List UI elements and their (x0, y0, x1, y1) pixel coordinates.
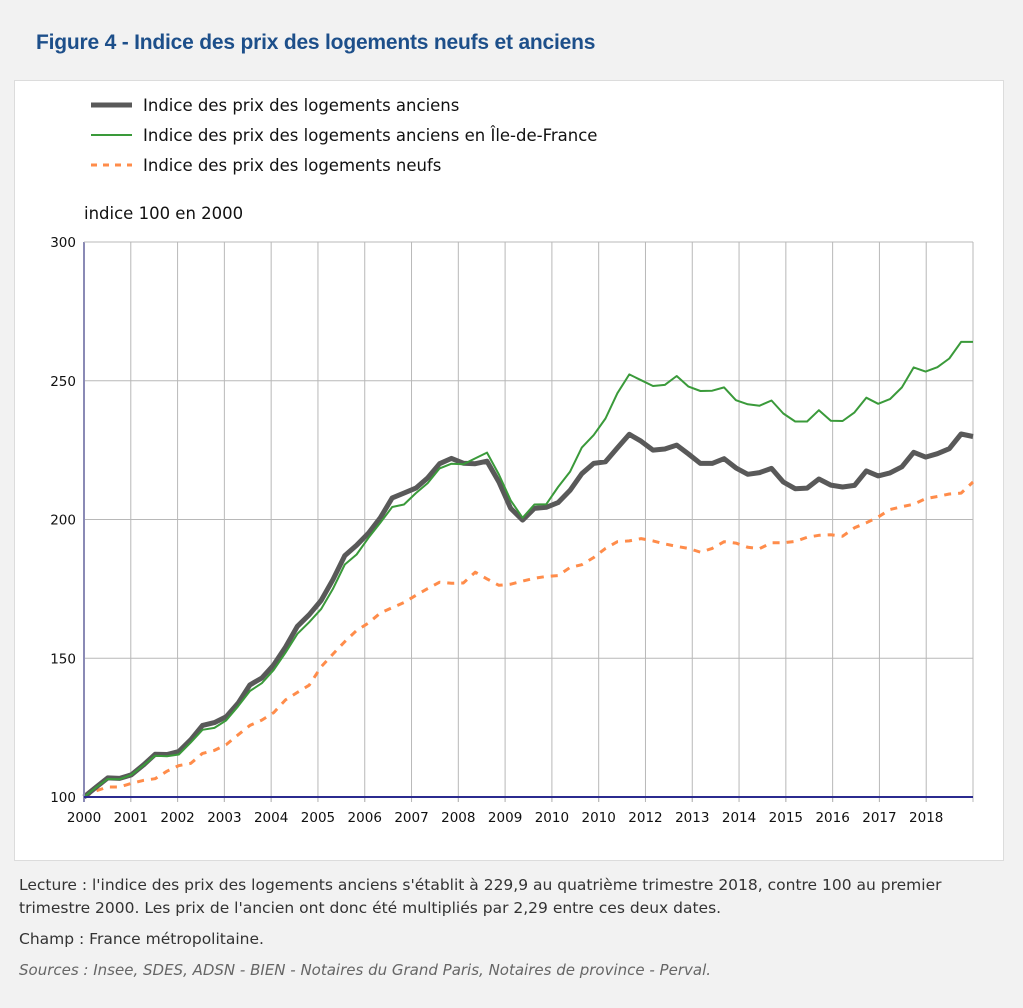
legend-item-neufs: Indice des prix des logements neufs (91, 156, 441, 175)
chart-panel (14, 80, 1004, 861)
lecture-note: Lecture : l'indice des prix des logement… (19, 876, 942, 917)
x-tick-label: 2004 (254, 810, 288, 826)
sources-note: Sources : Insee, SDES, ADSN - BIEN - Not… (19, 961, 711, 979)
x-tick-label: 2007 (394, 810, 428, 826)
x-tick-label: 2013 (675, 810, 709, 826)
y-tick-label: 250 (50, 374, 76, 390)
x-tick-label: 2010 (535, 810, 569, 826)
legend-item-anciens: Indice des prix des logements anciens (91, 96, 459, 115)
line-chart: Indice des prix des logements anciens In… (50, 96, 975, 826)
x-tick-label: 2001 (114, 810, 148, 826)
legend-label-idf: Indice des prix des logements anciens en… (143, 126, 597, 145)
y-tick-label: 200 (50, 513, 76, 529)
champ-note: Champ : France métropolitaine. (19, 930, 264, 948)
x-tick-label: 2017 (862, 810, 896, 826)
legend-label-anciens: Indice des prix des logements anciens (143, 96, 459, 115)
x-tick-label: 2015 (769, 810, 803, 826)
x-tick-label: 2000 (67, 810, 101, 826)
x-tick-label: 2016 (815, 810, 849, 826)
grid (84, 241, 974, 802)
x-tick-label: 2012 (628, 810, 662, 826)
series-lines (82, 340, 975, 799)
legend-label-neufs: Indice des prix des logements neufs (143, 156, 441, 175)
x-tick-label: 2010 (582, 810, 616, 826)
y-axis-unit-label: indice 100 en 2000 (84, 204, 243, 223)
y-tick-label: 300 (50, 235, 76, 251)
x-tick-label: 2008 (441, 810, 475, 826)
x-tick-label: 2003 (207, 810, 241, 826)
series-line-idf (83, 340, 973, 798)
axes (83, 241, 973, 802)
legend-item-idf: Indice des prix des logements anciens en… (91, 126, 597, 145)
series-line-anciens (82, 431, 974, 799)
x-tick-label: 2005 (301, 810, 335, 826)
x-tick-label: 2002 (160, 810, 194, 826)
y-tick-label: 100 (50, 790, 76, 806)
legend: Indice des prix des logements anciens In… (91, 96, 597, 175)
y-axis-ticks: 100 150 200 250 300 (50, 235, 76, 806)
x-axis-ticks: 2000 2001 2002 2003 2004 2005 2006 2007 2008 2009… (67, 797, 943, 826)
x-tick-label: 2014 (722, 810, 756, 826)
x-tick-label: 2018 (909, 810, 943, 826)
figure-title: Figure 4 - Indice des prix des logements… (36, 31, 596, 54)
figure-notes: Lecture : l'indice des prix des logement… (19, 874, 1014, 990)
series-line-neufs (83, 480, 975, 799)
x-tick-label: 2006 (348, 810, 382, 826)
y-tick-label: 150 (50, 651, 76, 667)
x-tick-label: 2009 (488, 810, 522, 826)
